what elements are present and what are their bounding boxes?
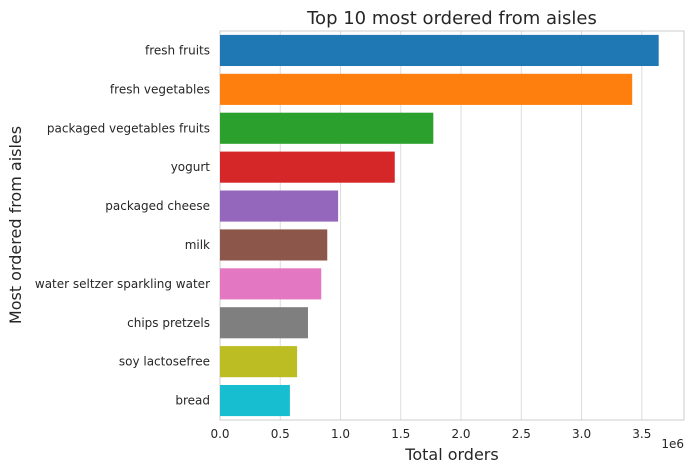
- y-tick-label: fresh fruits: [145, 43, 210, 57]
- bar-soy-lactosefree: [220, 346, 298, 378]
- chart-title: Top 10 most ordered from aisles: [306, 8, 597, 29]
- bar-water-seltzer-sparkling-water: [220, 268, 322, 300]
- y-axis-label: Most ordered from aisles: [6, 126, 25, 324]
- x-tick-label: 2.5: [512, 427, 531, 441]
- y-tick-labels: fresh fruits fresh vegetables packaged veg…: [35, 43, 210, 407]
- bar-packaged-vegetables-fruits: [220, 112, 434, 144]
- x-axis-label: Total orders: [404, 445, 498, 464]
- bar-fresh-fruits: [220, 34, 659, 67]
- y-tick-label: milk: [185, 238, 210, 252]
- x-tick-label: 0.5: [271, 427, 290, 441]
- x-tick-labels: 0.0 0.5 1.0 1.5 2.0 2.5 3.0 3.5: [210, 427, 651, 441]
- bar-milk: [220, 229, 328, 261]
- y-tick-label: packaged cheese: [105, 199, 210, 213]
- x-tick-label: 3.0: [572, 427, 591, 441]
- y-tick-label: packaged vegetables fruits: [47, 121, 210, 135]
- y-tick-label: fresh vegetables: [110, 82, 210, 96]
- x-tick-label: 1.5: [391, 427, 410, 441]
- y-tick-label: soy lactosefree: [119, 355, 210, 369]
- x-tick-label: 0.0: [210, 427, 229, 441]
- y-tick-label: yogurt: [171, 160, 211, 174]
- bar-yogurt: [220, 151, 395, 183]
- y-tick-label: bread: [175, 394, 210, 408]
- bar-fresh-vegetables: [220, 73, 633, 105]
- bar-packaged-cheese: [220, 190, 339, 222]
- bar-bread: [220, 384, 290, 417]
- bars: [220, 34, 659, 417]
- y-tick-label: chips pretzels: [127, 316, 210, 330]
- x-tick-label: 1.0: [331, 427, 350, 441]
- x-tick-label: 3.5: [632, 427, 651, 441]
- x-tick-label: 2.0: [451, 427, 470, 441]
- x-axis-scale-offset: 1e6: [661, 437, 684, 451]
- bar-chips-pretzels: [220, 307, 308, 339]
- y-tick-label: water seltzer sparkling water: [35, 277, 210, 291]
- plot-area-frame: [219, 30, 685, 421]
